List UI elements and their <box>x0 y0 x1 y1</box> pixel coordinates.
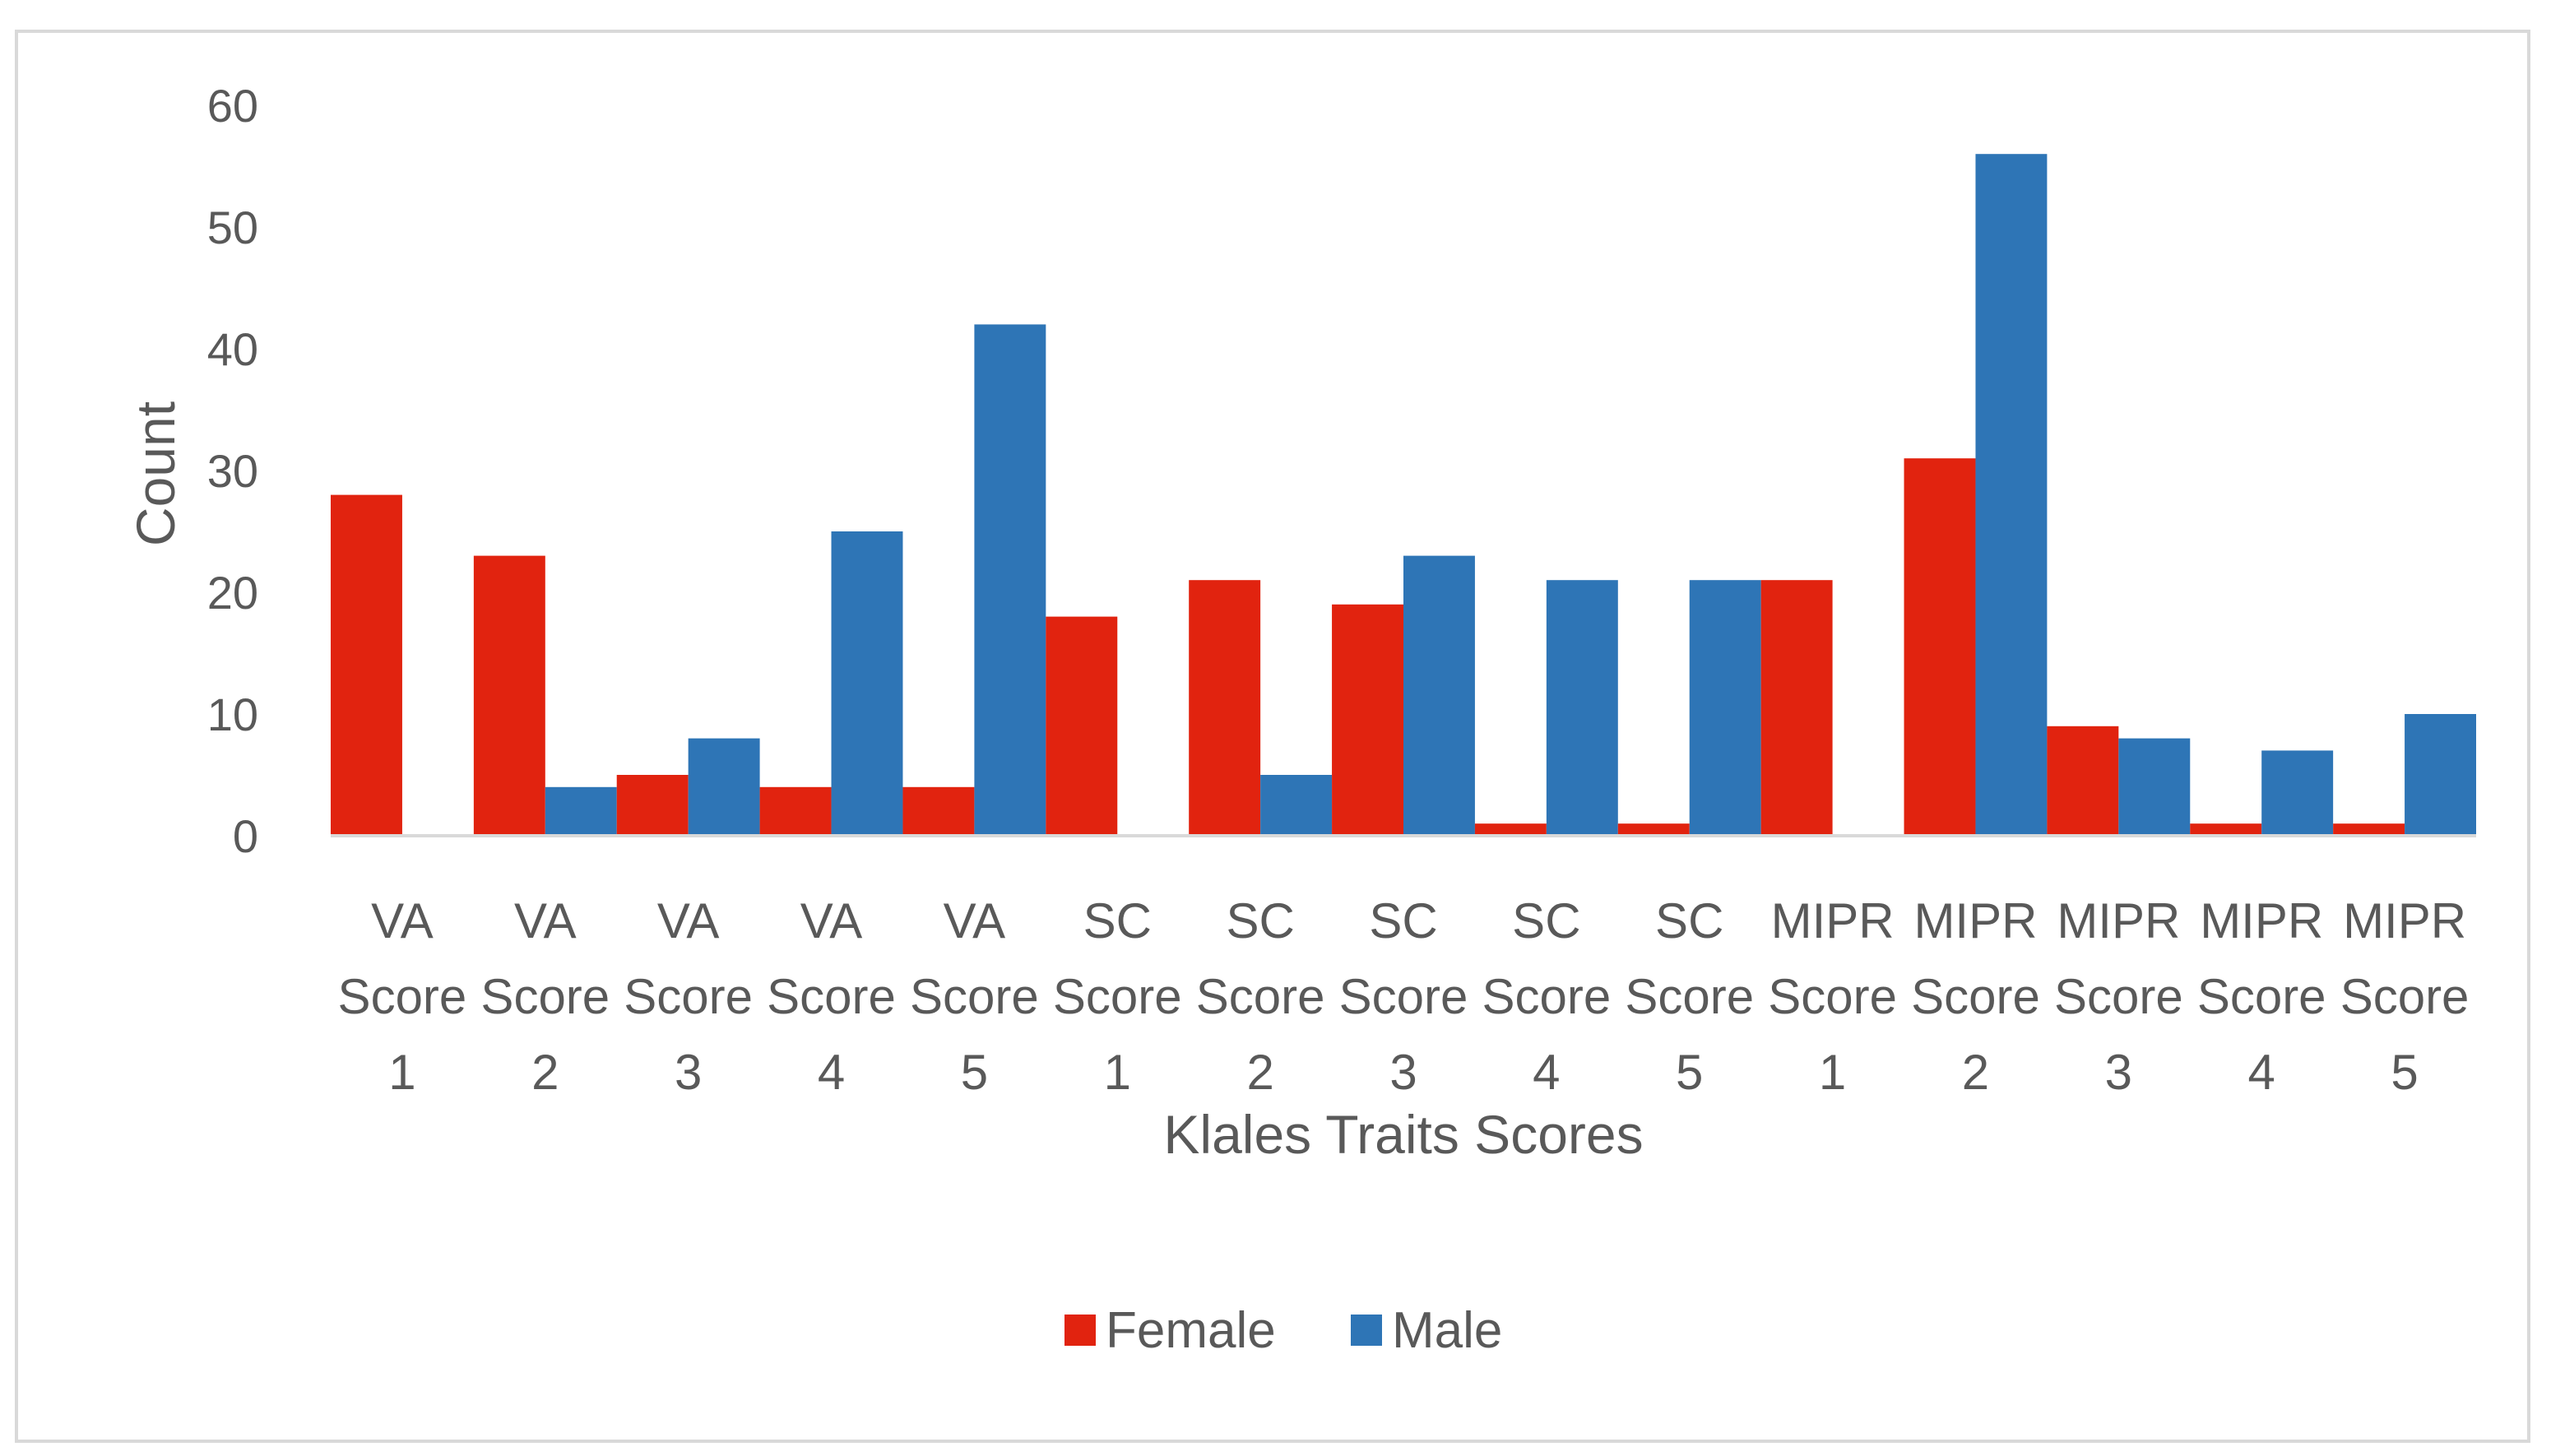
x-category-label: VA Score 3 <box>624 893 753 1100</box>
y-tick-label: 60 <box>207 80 258 132</box>
bar-female <box>759 786 832 836</box>
bar-female <box>1046 616 1118 836</box>
x-category-label: MIPR Score 4 <box>2197 893 2326 1100</box>
x-category-label: SC Score 1 <box>1053 893 1182 1100</box>
legend-swatch-male <box>1351 1315 1382 1346</box>
bar-female <box>473 555 545 836</box>
y-axis-title: Count <box>125 401 186 546</box>
y-tick-label: 30 <box>207 445 258 497</box>
bar-male <box>545 786 617 836</box>
bar-female <box>902 786 975 836</box>
x-axis-labels: VA Score 1VA Score 2VA Score 3VA Score 4VA Score 5… <box>338 893 2470 1100</box>
bar-female <box>1617 823 1690 836</box>
legend-label-male: Male <box>1392 1302 1502 1359</box>
x-category-label: VA Score 5 <box>910 893 1039 1100</box>
x-category-label: SC Score 5 <box>1625 893 1754 1100</box>
y-tick-label: 50 <box>207 202 258 253</box>
bar-male <box>2118 738 2191 836</box>
bar-female <box>1332 604 1403 836</box>
bar-male <box>2261 750 2334 836</box>
x-category-label: MIPR Score 5 <box>2340 893 2470 1100</box>
bar-male <box>2405 714 2476 836</box>
y-tick-label: 10 <box>207 689 258 740</box>
bar-female <box>1474 823 1547 836</box>
x-category-label: SC Score 2 <box>1196 893 1325 1100</box>
x-category-label: MIPR Score 1 <box>1768 893 1897 1100</box>
x-category-label: VA Score 2 <box>480 893 610 1100</box>
x-category-label: VA Score 1 <box>338 893 467 1100</box>
bar-male <box>974 324 1046 836</box>
bar-male <box>1975 154 2048 836</box>
x-category-label: MIPR Score 2 <box>1911 893 2040 1100</box>
bar-male <box>831 531 903 836</box>
y-axis-ticks: 0 10 20 30 40 50 60 <box>207 80 258 862</box>
y-tick-label: 0 <box>233 810 258 862</box>
bar-female <box>1904 458 1976 836</box>
bar-female <box>616 775 689 836</box>
bar-male <box>1546 580 1618 836</box>
bar-female <box>1189 580 1261 836</box>
x-category-label: MIPR Score 3 <box>2054 893 2183 1100</box>
bar-female <box>2190 823 2262 836</box>
bar-male <box>1689 580 1761 836</box>
x-category-label: SC Score 4 <box>1482 893 1611 1100</box>
bar-male <box>688 738 760 836</box>
bar-female <box>2333 823 2405 836</box>
bar-male <box>1260 775 1333 836</box>
y-tick-label: 40 <box>207 323 258 375</box>
legend: Female Male <box>1064 1302 1502 1359</box>
bar-female <box>1760 580 1833 836</box>
bar-female <box>331 494 402 836</box>
bar-female <box>2047 726 2119 836</box>
y-tick-label: 20 <box>207 567 258 619</box>
legend-swatch-female <box>1064 1315 1096 1346</box>
legend-label-female: Female <box>1106 1302 1276 1359</box>
x-axis-title: Klales Traits Scores <box>1163 1104 1643 1165</box>
x-category-label: VA Score 4 <box>767 893 896 1100</box>
bar-male <box>1403 555 1475 836</box>
x-category-label: SC Score 3 <box>1339 893 1468 1100</box>
chart-frame: 0 10 20 30 40 50 60 VA Score 1 VA Score 2 VA Score 3 VA… <box>15 30 2530 1443</box>
bars <box>331 154 2476 836</box>
